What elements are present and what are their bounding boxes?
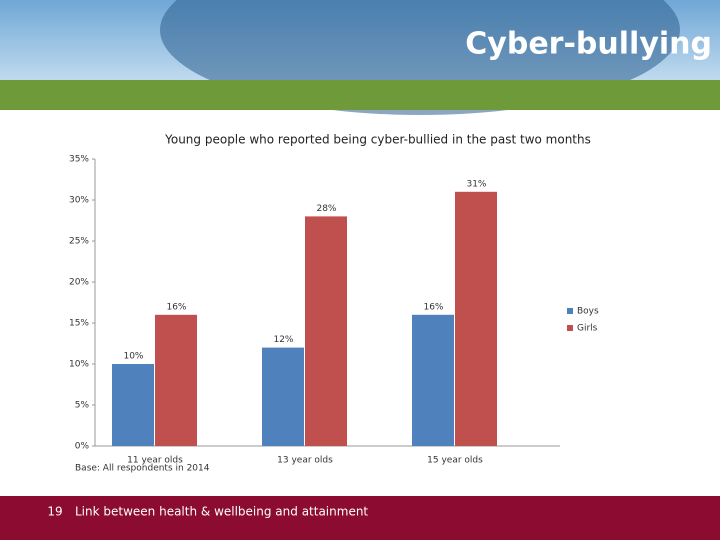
legend-label: Boys xyxy=(577,307,599,317)
chart-note: Base: All respondents in 2014 xyxy=(75,464,210,474)
legend-swatch xyxy=(567,308,573,314)
data-label: 16% xyxy=(166,302,186,312)
bar xyxy=(412,314,454,446)
bar xyxy=(155,314,197,446)
y-tick-label: 30% xyxy=(69,196,89,206)
slide-title: Cyber-bullying xyxy=(465,27,712,62)
grass xyxy=(0,80,720,110)
data-label: 16% xyxy=(423,302,443,312)
bar xyxy=(262,347,304,446)
x-tick-label: 11 year olds xyxy=(127,456,183,466)
bar xyxy=(305,216,347,446)
y-tick-label: 25% xyxy=(69,237,89,247)
data-label: 10% xyxy=(123,352,143,362)
chart-title: Young people who reported being cyber-bu… xyxy=(164,133,591,147)
bar xyxy=(455,191,497,446)
footer-text: Link between health & wellbeing and atta… xyxy=(75,505,368,519)
y-tick-label: 35% xyxy=(69,155,89,165)
y-tick-label: 20% xyxy=(69,278,89,288)
y-tick-label: 0% xyxy=(75,442,90,452)
legend-swatch xyxy=(567,325,573,331)
data-label: 28% xyxy=(316,204,336,214)
x-tick-label: 15 year olds xyxy=(427,456,483,466)
y-tick-label: 10% xyxy=(69,360,89,370)
data-label: 31% xyxy=(466,179,486,189)
y-tick-label: 15% xyxy=(69,319,89,329)
bar xyxy=(112,364,154,446)
footer-band xyxy=(0,496,720,540)
x-tick-label: 13 year olds xyxy=(277,456,333,466)
data-label: 12% xyxy=(273,335,293,345)
legend-label: Girls xyxy=(577,324,598,334)
y-tick-label: 5% xyxy=(75,401,90,411)
page-number: 19 xyxy=(47,505,62,519)
